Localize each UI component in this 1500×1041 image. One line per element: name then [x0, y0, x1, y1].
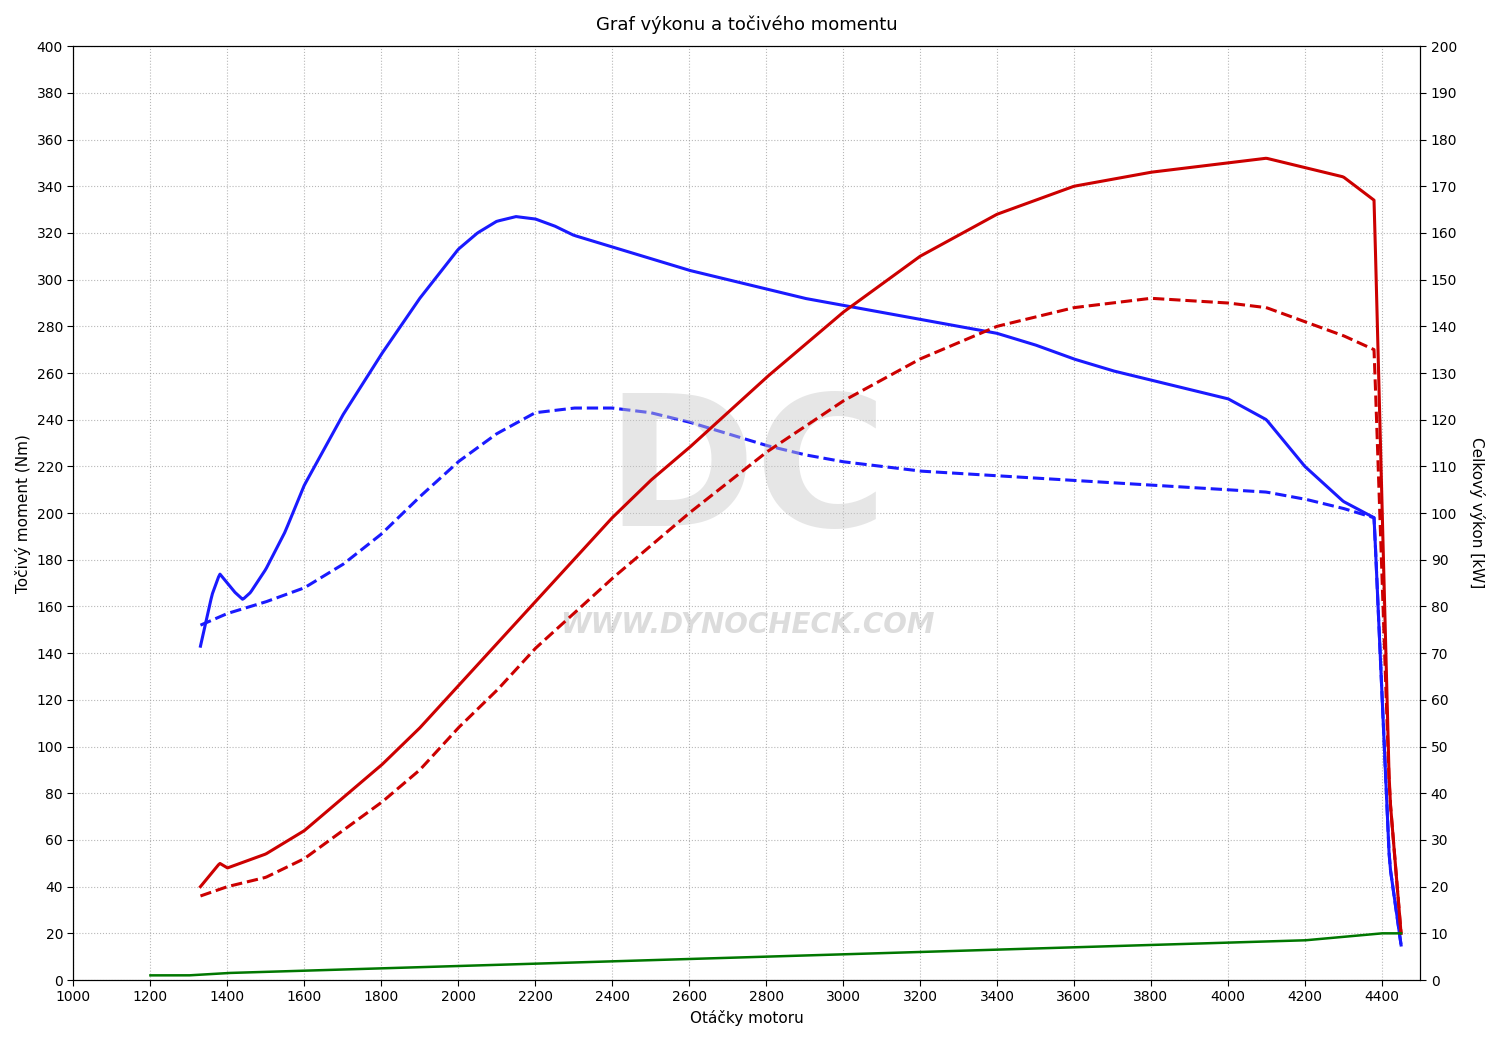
Text: WWW.DYNOCHECK.COM: WWW.DYNOCHECK.COM: [560, 611, 934, 639]
X-axis label: Otáčky motoru: Otáčky motoru: [690, 1010, 804, 1026]
Y-axis label: Točivý moment (Nm): Točivý moment (Nm): [15, 434, 32, 592]
Y-axis label: Celkový výkon [kW]: Celkový výkon [kW]: [1468, 437, 1485, 589]
Title: Graf výkonu a točivého momentu: Graf výkonu a točivého momentu: [596, 15, 897, 33]
Text: DC: DC: [606, 387, 888, 564]
